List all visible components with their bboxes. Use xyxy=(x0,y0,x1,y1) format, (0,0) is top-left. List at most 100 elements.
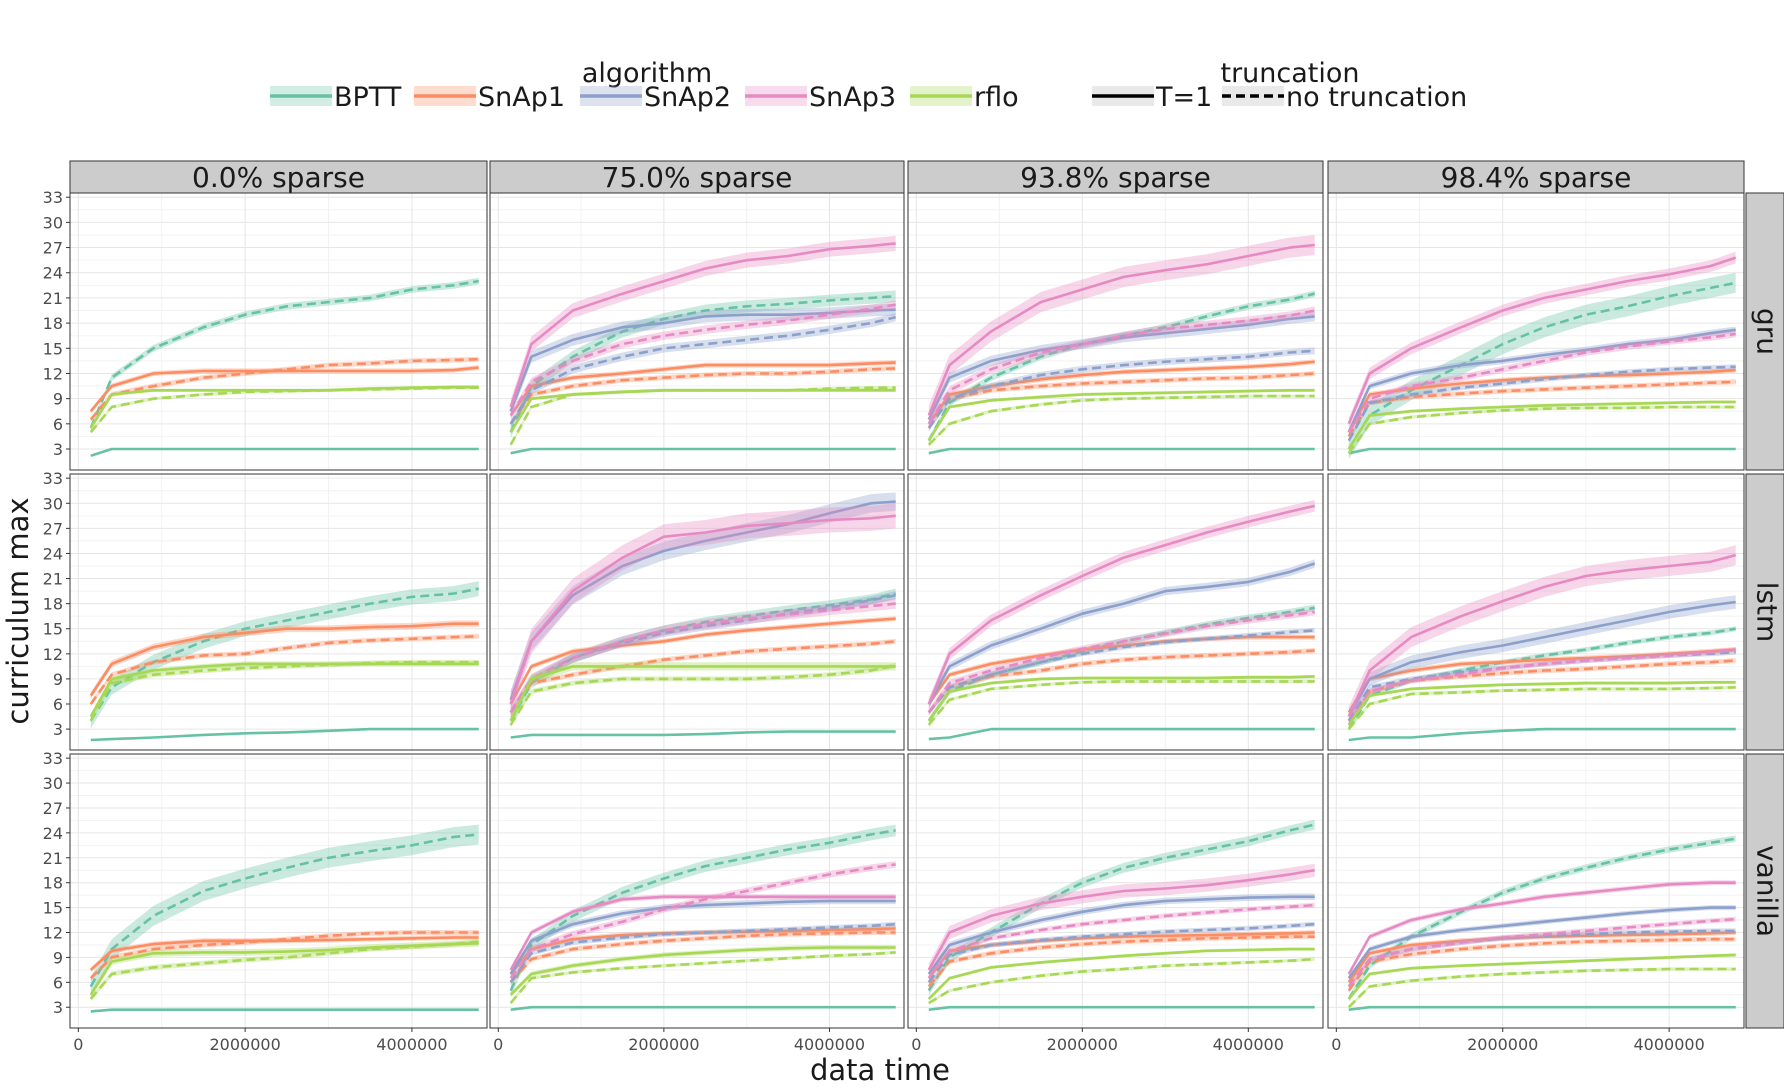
series-line xyxy=(509,922,896,984)
x-tick-label: 0 xyxy=(73,1035,83,1054)
series-snap3-t-1 xyxy=(1347,880,1736,977)
y-tick-label: 27 xyxy=(43,799,63,818)
series-line xyxy=(927,903,1315,979)
panel-series xyxy=(927,819,1315,1011)
series-line xyxy=(509,361,896,417)
series-line xyxy=(509,386,896,446)
series-line xyxy=(927,635,1315,705)
series-line xyxy=(927,947,1315,1000)
y-tick-label: 15 xyxy=(43,899,63,918)
column-strip-label: 98.4% sparse xyxy=(1441,161,1632,194)
series-line xyxy=(927,823,1315,992)
series-line xyxy=(1347,917,1736,988)
series-line xyxy=(1348,727,1736,742)
y-tick-label: 9 xyxy=(53,948,63,967)
series-line xyxy=(89,660,479,722)
series-rflo-no-truncation xyxy=(509,663,896,728)
series-bptt-no-truncation xyxy=(1347,835,1736,1003)
series-bptt-no-truncation xyxy=(509,824,896,997)
series-line xyxy=(509,367,896,425)
panel-border xyxy=(69,192,488,471)
y-tick-label: 30 xyxy=(43,213,63,232)
column-strip-98-4-sparse: 98.4% sparse xyxy=(1327,160,1745,194)
series-line xyxy=(1347,648,1736,726)
y-axis-ticks: 3 6 9 12 15 18 21 24 27 30 33 xyxy=(43,469,70,739)
series-line xyxy=(927,868,1315,971)
series-snap1-t-1 xyxy=(1347,367,1736,435)
series-snap2-t-1 xyxy=(1347,326,1736,436)
confidence-band xyxy=(510,492,896,709)
series-bptt-no-truncation xyxy=(1347,626,1736,732)
series-line xyxy=(1347,365,1736,442)
series-line xyxy=(89,279,479,429)
panel-vanilla-75-0-sparse: 0 2000000 4000000 xyxy=(489,753,905,1054)
series-rflo-t-1 xyxy=(927,388,1315,443)
confidence-band xyxy=(510,598,896,718)
x-axis-ticks: 0 2000000 4000000 xyxy=(1331,1028,1705,1054)
series-line xyxy=(1347,686,1736,730)
series-snap3-no-truncation xyxy=(509,300,896,420)
series-bptt-no-truncation xyxy=(927,819,1315,996)
series-rflo-t-1 xyxy=(89,385,479,430)
strip-background xyxy=(1745,473,1784,751)
series-snap3-no-truncation xyxy=(1347,647,1736,728)
series-bptt-no-truncation xyxy=(89,277,479,432)
series-rflo-no-truncation xyxy=(1347,405,1736,455)
series-line xyxy=(509,308,896,412)
y-tick-label: 6 xyxy=(53,695,63,714)
series-line xyxy=(928,727,1315,741)
series-bptt-t-1 xyxy=(510,730,896,739)
series-line xyxy=(928,957,1315,1005)
confidence-band xyxy=(928,371,1315,431)
series-bptt-t-1 xyxy=(1348,727,1736,742)
confidence-band xyxy=(510,921,896,985)
legend-label-rflo: rflo xyxy=(974,82,1019,113)
legend-item-no-truncation: no truncation xyxy=(1222,82,1467,113)
panel-series xyxy=(509,824,896,1011)
y-tick-label: 12 xyxy=(43,364,63,383)
series-line xyxy=(927,610,1315,714)
series-rflo-t-1 xyxy=(1347,680,1736,727)
series-line xyxy=(1347,659,1736,722)
series-line xyxy=(89,662,479,718)
series-line xyxy=(509,514,896,705)
series-line xyxy=(927,360,1315,425)
strip-background xyxy=(1745,192,1784,471)
legend-label-snap2: SnAp2 xyxy=(644,82,731,113)
series-line xyxy=(509,617,896,705)
y-tick-label: 27 xyxy=(43,519,63,538)
series-line xyxy=(1347,600,1736,718)
series-line xyxy=(1347,648,1736,714)
series-snap1-t-1 xyxy=(509,360,896,418)
legend-item-t-1: T=1 xyxy=(1092,82,1212,113)
series-line xyxy=(927,349,1315,429)
panel-series xyxy=(509,492,897,739)
confidence-band xyxy=(928,934,1315,989)
confidence-band xyxy=(1348,930,1736,985)
y-axis-ticks: 3 6 9 12 15 18 21 24 27 30 33 xyxy=(43,188,70,459)
series-line xyxy=(509,899,896,975)
panel-gridlines xyxy=(1328,193,1744,470)
series-line xyxy=(509,931,896,984)
confidence-band xyxy=(928,819,1315,996)
series-rflo-t-1 xyxy=(1347,400,1736,451)
row-strip-gru: gru xyxy=(1745,192,1784,471)
series-snap1-no-truncation xyxy=(927,934,1315,989)
series-snap3-t-1 xyxy=(927,863,1315,977)
series-line xyxy=(509,895,896,971)
series-rflo-no-truncation xyxy=(1347,685,1736,731)
legend-item-rflo: rflo xyxy=(910,82,1019,113)
panel-gru-75-0-sparse xyxy=(489,192,905,471)
series-snap3-no-truncation xyxy=(927,608,1315,716)
series-bptt-t-1 xyxy=(510,1005,896,1011)
panel-gridlines xyxy=(490,193,904,470)
confidence-band xyxy=(1348,953,1736,1001)
series-bptt-t-1 xyxy=(1348,447,1736,455)
confidence-band xyxy=(928,311,1315,425)
series-snap3-no-truncation xyxy=(927,902,1315,981)
series-line xyxy=(509,946,896,996)
column-strip-75-0-sparse: 75.0% sparse xyxy=(489,160,905,194)
x-tick-label: 2000000 xyxy=(628,1035,699,1054)
series-rflo-no-truncation xyxy=(89,386,479,434)
confidence-band xyxy=(510,313,896,428)
